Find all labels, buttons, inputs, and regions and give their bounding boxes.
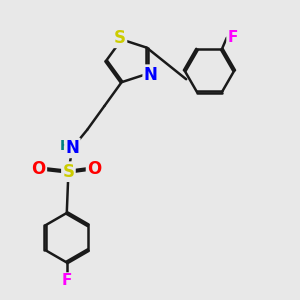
Text: N: N [144, 66, 158, 84]
Text: F: F [227, 30, 238, 45]
Text: O: O [87, 160, 101, 178]
Text: N: N [65, 139, 79, 157]
Text: O: O [32, 160, 46, 178]
Text: S: S [62, 163, 74, 181]
Text: F: F [61, 274, 72, 289]
Text: H: H [59, 139, 71, 153]
Text: S: S [114, 29, 126, 47]
